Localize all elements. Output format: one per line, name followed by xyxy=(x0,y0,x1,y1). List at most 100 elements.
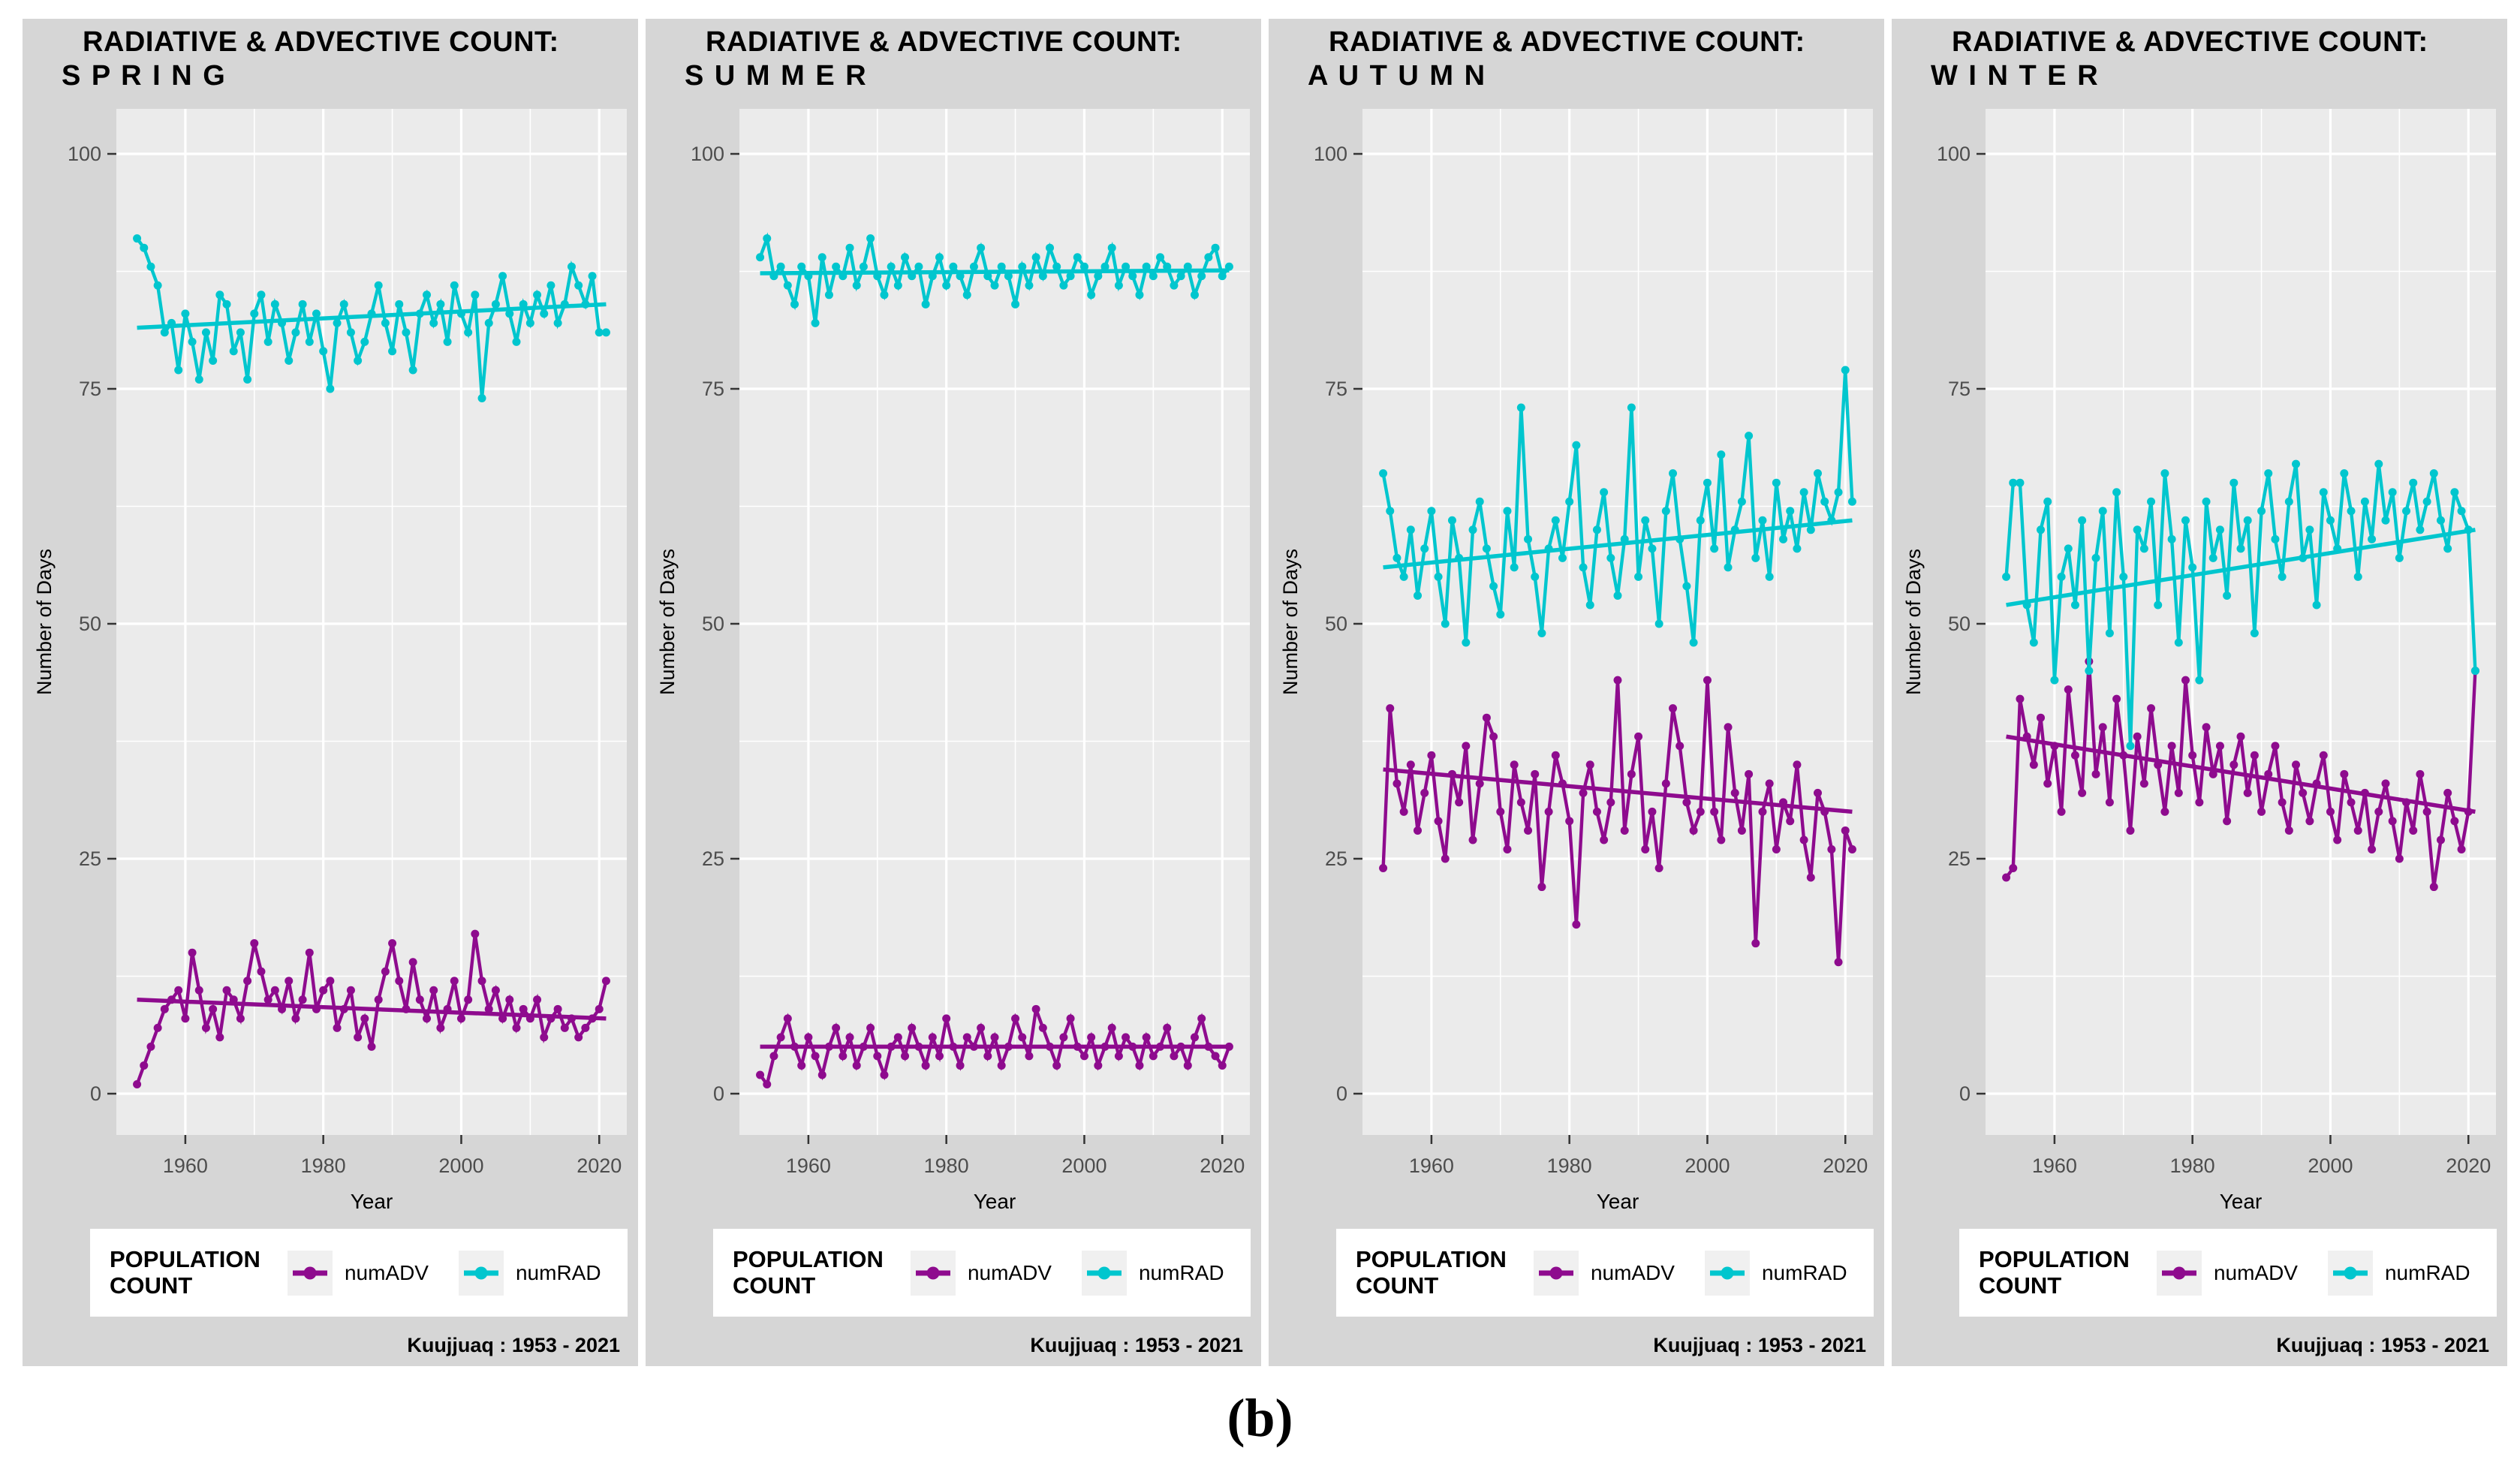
panel-background xyxy=(739,109,1250,1135)
legend-item-numADV: numADV xyxy=(910,1250,1052,1296)
y-tick-label: 75 xyxy=(1325,378,1347,400)
panel-title: RADIATIVE & ADVECTIVE COUNT: xyxy=(706,26,1182,58)
x-tick-label: 2020 xyxy=(2446,1154,2491,1177)
numRAD-trend-line xyxy=(2006,528,2476,607)
grid-major xyxy=(116,109,627,1135)
panel-background xyxy=(116,109,627,1135)
chart-svg: 0 25 50 75 100 1960 1980 2000 2020 Year Number of … xyxy=(1902,109,2496,1213)
grid-minor xyxy=(1986,109,2496,1135)
numRAD-key-glyph xyxy=(463,1266,498,1279)
subfigure-label: (b) xyxy=(1227,1388,1293,1448)
series-numRAD xyxy=(1379,366,1856,647)
numADV-key-glyph xyxy=(2161,1266,2196,1279)
y-tick-label: 75 xyxy=(702,378,724,400)
y-tick-label: 0 xyxy=(713,1082,724,1105)
legend-label-numRAD: numRAD xyxy=(2384,1260,2470,1284)
grid-minor xyxy=(1362,109,1873,1135)
legend-title-line1: POPULATION xyxy=(733,1245,884,1272)
legend-item-numRAD: numRAD xyxy=(1704,1250,1847,1296)
y-tick-label: 100 xyxy=(1314,143,1347,165)
numRAD-line-key-icon xyxy=(458,1250,504,1296)
x-tick-label: 1980 xyxy=(1547,1154,1592,1177)
numRAD-key-glyph xyxy=(2332,1266,2368,1279)
numADV-trend-line xyxy=(1383,767,1853,814)
series-numRAD xyxy=(133,234,610,403)
y-tick-label: 0 xyxy=(1959,1082,1971,1105)
x-tick-label: 2000 xyxy=(2308,1154,2353,1177)
caption: Kuujjuaq : 1953 - 2021 xyxy=(2276,1334,2489,1356)
series-numADV xyxy=(1379,676,1856,967)
y-tick-label: 25 xyxy=(1948,847,1971,870)
legend: POPULATION COUNT numADV numRAD xyxy=(713,1229,1251,1317)
panel-season-title: S P R I N G xyxy=(62,60,227,92)
x-tick-label: 1960 xyxy=(1409,1154,1454,1177)
legend-label-numADV: numADV xyxy=(1590,1260,1675,1284)
axes: 0 25 50 75 100 1960 1980 2000 2020 xyxy=(1937,143,2491,1177)
series-numADV xyxy=(2002,657,2479,892)
numADV-key-glyph xyxy=(1538,1266,1573,1279)
grid-major xyxy=(1362,109,1873,1135)
panel-title-block: RADIATIVE & ADVECTIVE COUNT: A U T U M N xyxy=(1269,26,1884,92)
legend-title: POPULATION COUNT xyxy=(733,1245,884,1299)
x-tick-label: 2000 xyxy=(1685,1154,1730,1177)
caption: Kuujjuaq : 1953 - 2021 xyxy=(1653,1334,1866,1356)
numRAD-line-key-icon xyxy=(1081,1250,1127,1296)
panel-season-title: W I N T E R xyxy=(1931,60,2100,92)
panel-title: RADIATIVE & ADVECTIVE COUNT: xyxy=(83,26,559,58)
panel-background xyxy=(1986,109,2496,1135)
y-tick-label: 50 xyxy=(1948,613,1971,635)
chart-svg: 0 25 50 75 100 1960 1980 2000 2020 Year Number of … xyxy=(33,109,627,1213)
y-tick-label: 25 xyxy=(79,847,101,870)
season-figure-summer: RADIATIVE & ADVECTIVE COUNT: S U M M E R… xyxy=(646,19,1261,1366)
y-tick-label: 100 xyxy=(1937,143,1971,165)
numADV-line-key-icon xyxy=(1533,1250,1579,1296)
axes: 0 25 50 75 100 1960 1980 2000 2020 xyxy=(1314,143,1868,1177)
series-numADV xyxy=(756,1004,1233,1088)
chart-autumn: 0 25 50 75 100 1960 1980 2000 2020 Year Number of … xyxy=(1269,90,1884,1220)
y-tick-label: 100 xyxy=(68,143,101,165)
x-tick-label: 1980 xyxy=(924,1154,969,1177)
numRAD-trend-line xyxy=(760,268,1230,275)
season-figure-spring: RADIATIVE & ADVECTIVE COUNT: S P R I N G… xyxy=(23,19,638,1366)
legend-title-line2: COUNT xyxy=(1979,1272,2062,1299)
x-tick-label: 2020 xyxy=(1200,1154,1245,1177)
numADV-key-glyph xyxy=(292,1266,327,1279)
y-axis-title: Number of Days xyxy=(1279,549,1302,695)
panel-background xyxy=(1362,109,1873,1135)
numADV-line-key-icon xyxy=(2156,1250,2202,1296)
legend-items: numADV numRAD xyxy=(1533,1250,1847,1296)
chart-winter: 0 25 50 75 100 1960 1980 2000 2020 Year Number of … xyxy=(1892,90,2507,1220)
legend-title: POPULATION COUNT xyxy=(1356,1245,1507,1299)
x-tick-label: 1980 xyxy=(301,1154,346,1177)
x-tick-label: 2020 xyxy=(577,1154,622,1177)
legend-title: POPULATION COUNT xyxy=(110,1246,260,1299)
axes: 0 25 50 75 100 1960 1980 2000 2020 xyxy=(691,143,1245,1177)
legend-title-line2: COUNT xyxy=(1356,1272,1439,1299)
panel-title-block: RADIATIVE & ADVECTIVE COUNT: S U M M E R xyxy=(646,26,1261,92)
numRAD-key-glyph xyxy=(1709,1266,1745,1279)
grid-major xyxy=(1986,109,2496,1135)
numADV-trend-line xyxy=(2006,734,2476,814)
chart-summer: 0 25 50 75 100 1960 1980 2000 2020 Year Number of … xyxy=(646,90,1261,1220)
legend-item-numRAD: numRAD xyxy=(1081,1250,1224,1296)
legend-label-numADV: numADV xyxy=(2213,1260,2298,1284)
numRAD-key-glyph xyxy=(1086,1266,1122,1279)
chart-spring: 0 25 50 75 100 1960 1980 2000 2020 Year Number of … xyxy=(23,90,638,1220)
grid-minor xyxy=(116,109,627,1135)
legend-title-line1: POPULATION xyxy=(1356,1245,1507,1272)
legend: POPULATION COUNT numADV numRAD xyxy=(90,1229,628,1317)
y-tick-label: 25 xyxy=(1325,847,1347,870)
legend: POPULATION COUNT numADV numRAD xyxy=(1336,1229,1874,1317)
caption: Kuujjuaq : 1953 - 2021 xyxy=(407,1334,620,1356)
axes: 0 25 50 75 100 1960 1980 2000 2020 xyxy=(68,143,622,1177)
legend: POPULATION COUNT numADV numRAD xyxy=(1959,1229,2497,1317)
legend-label-numRAD: numRAD xyxy=(1761,1260,1847,1284)
numADV-line-key-icon xyxy=(910,1250,956,1296)
series-numRAD xyxy=(756,232,1233,327)
x-tick-label: 2000 xyxy=(1061,1154,1106,1177)
legend-title-line1: POPULATION xyxy=(1979,1245,2130,1272)
x-tick-label: 1960 xyxy=(2032,1154,2077,1177)
y-tick-label: 75 xyxy=(1948,378,1971,400)
x-axis-title: Year xyxy=(2220,1190,2263,1213)
legend-label-numADV: numADV xyxy=(967,1260,1052,1284)
